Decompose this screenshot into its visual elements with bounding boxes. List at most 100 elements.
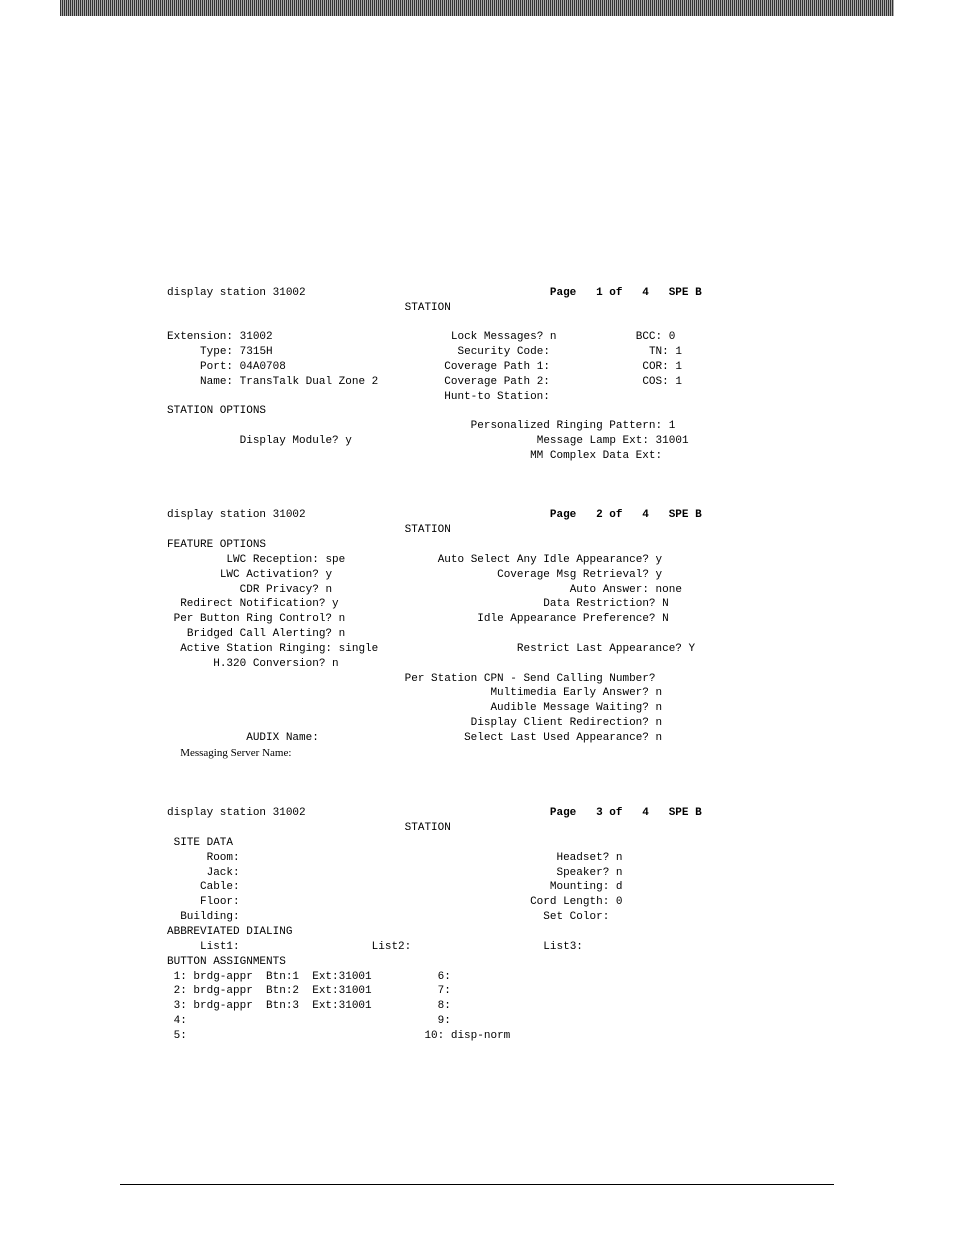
redir-lbl: Redirect Notification? (180, 598, 325, 610)
covmsg-lbl: Coverage Msg Retrieval? (497, 569, 649, 581)
bcc-val: 0 (669, 331, 676, 343)
mount-lbl: Mounting: (550, 881, 609, 893)
p3-cmd: display station 31002 (167, 807, 306, 819)
list1-lbl: List1: (200, 941, 240, 953)
brdg-lbl: Bridged Call Alerting? (187, 628, 332, 640)
bldg-lbl: Building: (180, 911, 239, 923)
lock-lbl: Lock Messages? (451, 331, 543, 343)
mle-lbl: Message Lamp Ext: (537, 435, 649, 447)
idleap-lbl: Idle Appearance Preference? (477, 613, 655, 625)
name-val: TransTalk Dual Zone 2 (240, 376, 379, 388)
hunt-lbl: Hunt-to Station: (444, 391, 550, 403)
p3-section: STATION (405, 822, 451, 834)
amw-val: n (656, 702, 663, 714)
btn-hdr: BUTTON ASSIGNMENTS (167, 956, 286, 968)
speaker-lbl: Speaker? (556, 867, 609, 879)
perbtn-val: n (339, 613, 346, 625)
port-val: 04A0708 (240, 361, 286, 373)
bcc-lbl: BCC: (636, 331, 662, 343)
idleap-val: N (662, 613, 669, 625)
autoans-lbl: Auto Answer: (570, 584, 649, 596)
lwca-lbl: LWC Activation? (220, 569, 319, 581)
lwcr-lbl: LWC Reception: (226, 554, 318, 566)
prp-lbl: Personalized Ringing Pattern: (471, 420, 662, 432)
covmsg-val: y (656, 569, 663, 581)
mea-lbl: Multimedia Early Answer? (490, 687, 648, 699)
btn-1: 1: brdg-appr Btn:1 Ext:31001 (167, 971, 372, 983)
dcr-val: n (656, 717, 663, 729)
btn-9: 9: (431, 1015, 451, 1027)
cov2-lbl: Coverage Path 2: (444, 376, 550, 388)
p2-cmd: display station 31002 (167, 509, 306, 521)
p3-page: Page 3 of 4 SPE B (550, 807, 702, 819)
btn-8: 8: (431, 1000, 451, 1012)
name-lbl: Name: (200, 376, 233, 388)
cord-val: 0 (616, 896, 623, 908)
site-hdr: SITE DATA (167, 837, 233, 849)
amw-lbl: Audible Message Waiting? (490, 702, 648, 714)
cable-lbl: Cable: (200, 881, 240, 893)
btn-5: 5: (167, 1030, 187, 1042)
type-val: 7315H (240, 346, 273, 358)
jack-lbl: Jack: (207, 867, 240, 879)
list2-lbl: List2: (372, 941, 412, 953)
cdr-val: n (325, 584, 332, 596)
abbr-hdr: ABBREVIATED DIALING (167, 926, 292, 938)
cord-lbl: Cord Length: (530, 896, 609, 908)
tn-val: 1 (675, 346, 682, 358)
btn-6: 6: (431, 971, 451, 983)
ext-lbl: Extension: (167, 331, 233, 343)
asr-lbl: Active Station Ringing: (180, 643, 332, 655)
p1-section: STATION (405, 302, 451, 314)
feat-hdr: FEATURE OPTIONS (167, 539, 266, 551)
list3-lbl: List3: (543, 941, 583, 953)
mmc-lbl: MM Complex Data Ext: (530, 450, 662, 462)
tn-lbl: TN: (649, 346, 669, 358)
cor-val: 1 (675, 361, 682, 373)
h320-val: n (332, 658, 339, 670)
room-lbl: Room: (207, 852, 240, 864)
cdr-lbl: CDR Privacy? (240, 584, 319, 596)
disp-val: y (345, 435, 352, 447)
color-lbl: Set Color: (543, 911, 609, 923)
cov1-lbl: Coverage Path 1: (444, 361, 550, 373)
btn-4: 4: (167, 1015, 187, 1027)
p2-section: STATION (405, 524, 451, 536)
terminal-output: display station 31002 Page 1 of 4 SPE B … (167, 256, 787, 1044)
prp-val: 1 (669, 420, 676, 432)
type-lbl: Type: (200, 346, 233, 358)
datar-val: N (662, 598, 669, 610)
percpn-lbl: Per Station CPN - Send Calling Number? (405, 673, 656, 685)
ext-val: 31002 (240, 331, 273, 343)
mle-val: 31001 (656, 435, 689, 447)
p1-cmd: display station 31002 (167, 287, 306, 299)
speaker-val: n (616, 867, 623, 879)
datar-lbl: Data Restriction? (543, 598, 655, 610)
h320-lbl: H.320 Conversion? (213, 658, 325, 670)
mea-val: n (656, 687, 663, 699)
disp-lbl: Display Module? (240, 435, 339, 447)
lock-val: n (550, 331, 557, 343)
headset-val: n (616, 852, 623, 864)
slua-lbl: Select Last Used Appearance? (464, 732, 649, 744)
btn-3: 3: brdg-appr Btn:3 Ext:31001 (167, 1000, 372, 1012)
headset-lbl: Headset? (556, 852, 609, 864)
opts-hdr: STATION OPTIONS (167, 405, 266, 417)
msgsrv-lbl: Messaging Server Name: (180, 747, 291, 759)
perbtn-lbl: Per Button Ring Control? (174, 613, 332, 625)
p2-page: Page 2 of 4 SPE B (550, 509, 702, 521)
autoans-val: none (656, 584, 682, 596)
sec-lbl: Security Code: (458, 346, 550, 358)
lwcr-val: spe (325, 554, 345, 566)
btn-2: 2: brdg-appr Btn:2 Ext:31001 (167, 985, 372, 997)
brdg-val: n (339, 628, 346, 640)
btn-10: 10: disp-norm (424, 1030, 510, 1042)
mount-val: d (616, 881, 623, 893)
port-lbl: Port: (200, 361, 233, 373)
audix-lbl: AUDIX Name: (246, 732, 319, 744)
asr-val: single (339, 643, 379, 655)
footer-rule (120, 1184, 834, 1185)
header-banner (60, 0, 894, 16)
rla-lbl: Restrict Last Appearance? (517, 643, 682, 655)
autoidle-val: y (656, 554, 663, 566)
